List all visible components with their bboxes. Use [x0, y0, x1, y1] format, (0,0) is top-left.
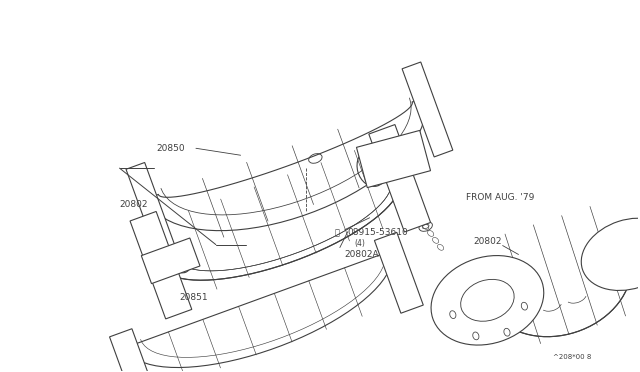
- Text: 20802: 20802: [120, 201, 148, 209]
- Polygon shape: [130, 211, 192, 319]
- Polygon shape: [402, 62, 453, 157]
- Polygon shape: [109, 329, 158, 372]
- Text: 20802A: 20802A: [345, 250, 380, 259]
- Ellipse shape: [357, 149, 387, 186]
- Text: ^208*00 8: ^208*00 8: [553, 354, 591, 360]
- Ellipse shape: [431, 256, 544, 345]
- Ellipse shape: [400, 143, 421, 172]
- Text: FROM AUG. '79: FROM AUG. '79: [466, 193, 534, 202]
- Text: 08915-53610: 08915-53610: [348, 228, 408, 237]
- Ellipse shape: [169, 244, 192, 273]
- Polygon shape: [356, 131, 431, 187]
- Polygon shape: [141, 238, 200, 283]
- Polygon shape: [374, 232, 423, 313]
- Text: 20802: 20802: [474, 237, 502, 246]
- Polygon shape: [369, 125, 431, 232]
- Text: 20850: 20850: [156, 144, 185, 153]
- Polygon shape: [126, 163, 177, 257]
- Text: (4): (4): [355, 239, 365, 248]
- Text: Ⓦ: Ⓦ: [335, 228, 340, 237]
- Text: 20851: 20851: [179, 293, 208, 302]
- Ellipse shape: [419, 222, 433, 231]
- Ellipse shape: [581, 218, 640, 291]
